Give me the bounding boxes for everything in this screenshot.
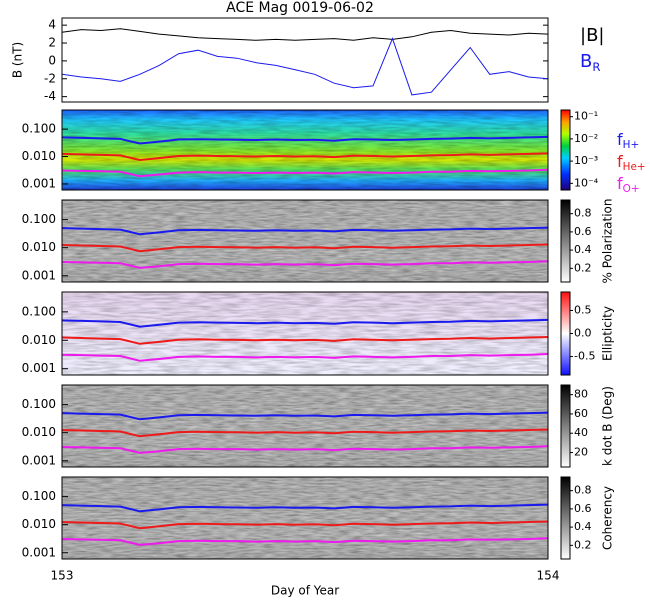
data-line bbox=[61, 520, 549, 530]
plot-frame bbox=[61, 291, 549, 376]
colorbar-tick-label: 10⁻³ bbox=[574, 154, 598, 167]
legend-name: B bbox=[580, 51, 592, 72]
data-line bbox=[61, 503, 549, 513]
spectrogram-texture bbox=[62, 292, 548, 375]
colorbar-label: % Polarization bbox=[601, 199, 615, 284]
colorbar-tick-label: 10⁻² bbox=[574, 132, 598, 145]
colorbar-tick-label: 40 bbox=[574, 426, 588, 439]
y-tick-label: 0.100 bbox=[22, 397, 56, 411]
colorbar-tick-label: 0.6 bbox=[574, 225, 592, 238]
y-tick-label: -4 bbox=[44, 89, 56, 103]
x-tick-label: 154 bbox=[537, 569, 560, 583]
plot-frame bbox=[61, 199, 549, 283]
y-tick-label: 0.010 bbox=[22, 517, 56, 531]
y-tick-label: 0.010 bbox=[22, 149, 56, 163]
y-axis-label: B (nT) bbox=[11, 42, 25, 78]
colorbar-label: Coherency bbox=[601, 486, 615, 550]
data-line bbox=[61, 168, 549, 178]
colorbar-tick-label: -0.5 bbox=[574, 350, 595, 363]
legend-name: f bbox=[617, 130, 623, 149]
data-line bbox=[61, 37, 549, 96]
x-tick-label: 153 bbox=[51, 569, 74, 583]
colorbar-tick-label: 0.8 bbox=[574, 484, 592, 497]
legend-sub: H+ bbox=[623, 139, 640, 151]
legend-label: BR bbox=[580, 51, 600, 74]
legend-sub: O+ bbox=[623, 183, 640, 195]
spectrogram-texture bbox=[62, 477, 548, 559]
y-tick-label: 0.001 bbox=[22, 361, 56, 375]
data-line bbox=[61, 152, 549, 162]
plot-frame bbox=[61, 384, 549, 468]
colorbar-label: Ellipticity bbox=[601, 306, 615, 361]
x-axis-label: Day of Year bbox=[271, 584, 339, 598]
y-tick-label: 0.100 bbox=[22, 212, 56, 226]
chart-title: ACE Mag 0019-06-02 bbox=[226, 0, 374, 16]
colorbar-tick-label: 10⁻¹ bbox=[574, 110, 598, 123]
colorbar-tick-label: 0.4 bbox=[574, 243, 592, 256]
legend-label: |B| bbox=[580, 25, 604, 46]
colorbar-tick-label: 20 bbox=[574, 446, 588, 459]
data-line bbox=[61, 537, 549, 546]
colorbar-tick-label: 0.5 bbox=[574, 303, 592, 316]
y-tick-label: 0.001 bbox=[22, 268, 56, 282]
colorbar bbox=[560, 199, 571, 283]
data-line bbox=[61, 135, 549, 145]
data-line bbox=[61, 28, 549, 41]
legend-name: f bbox=[617, 152, 623, 171]
data-line bbox=[61, 411, 549, 421]
legend-label: fHe+ bbox=[617, 152, 646, 174]
data-line bbox=[61, 353, 549, 362]
colorbar-tick-label: 0.6 bbox=[574, 502, 592, 515]
colorbar-tick-label: 0.4 bbox=[574, 520, 592, 533]
data-line bbox=[61, 243, 549, 253]
plot-frame bbox=[61, 476, 549, 560]
colorbar-tick-label: 0.0 bbox=[574, 327, 592, 340]
data-line bbox=[61, 318, 549, 328]
colorbar bbox=[560, 476, 571, 560]
colorbar-tick-label: 0.2 bbox=[574, 538, 592, 551]
colorbar bbox=[560, 384, 571, 468]
y-tick-label: 0.100 bbox=[22, 304, 56, 318]
y-tick-label: 0.010 bbox=[22, 425, 56, 439]
spectrogram-texture bbox=[62, 385, 548, 467]
y-tick-label: 4 bbox=[48, 18, 56, 32]
plot-frame bbox=[61, 17, 549, 103]
legend-name: f bbox=[617, 174, 623, 193]
y-tick-label: 0.001 bbox=[22, 453, 56, 467]
y-tick-label: 2 bbox=[48, 36, 56, 50]
colorbar-label: k dot B (Deg) bbox=[601, 386, 615, 466]
colorbar-tick-label: 60 bbox=[574, 407, 588, 420]
legend-name: |B| bbox=[580, 25, 604, 46]
y-tick-label: 0.001 bbox=[22, 545, 56, 559]
y-tick-label: 0.010 bbox=[22, 240, 56, 254]
colorbar-tick-label: 0.8 bbox=[574, 207, 592, 220]
spectrogram-texture bbox=[62, 200, 548, 282]
colorbar bbox=[560, 109, 571, 191]
y-tick-label: 0.010 bbox=[22, 333, 56, 347]
y-tick-label: 0.100 bbox=[22, 122, 56, 136]
colorbar-tick-label: 0.2 bbox=[574, 261, 592, 274]
data-line bbox=[61, 260, 549, 269]
y-tick-label: 0.100 bbox=[22, 489, 56, 503]
y-tick-label: 0.001 bbox=[22, 176, 56, 190]
y-tick-label: 0 bbox=[48, 53, 56, 67]
colorbar-tick-label: 10⁻⁴ bbox=[574, 176, 599, 189]
legend-sub: He+ bbox=[623, 161, 646, 173]
spectrogram-texture bbox=[62, 110, 548, 190]
data-line bbox=[61, 445, 549, 454]
legend-label: fO+ bbox=[617, 174, 640, 196]
data-line bbox=[61, 226, 549, 236]
colorbar-tick-label: 80 bbox=[574, 388, 588, 401]
data-line bbox=[61, 428, 549, 438]
y-tick-label: -2 bbox=[44, 71, 56, 85]
data-line bbox=[61, 336, 549, 345]
colorbar bbox=[560, 291, 571, 376]
legend-sub: R bbox=[592, 60, 600, 74]
legend-label: fH+ bbox=[617, 130, 639, 152]
plot-frame bbox=[61, 109, 549, 191]
